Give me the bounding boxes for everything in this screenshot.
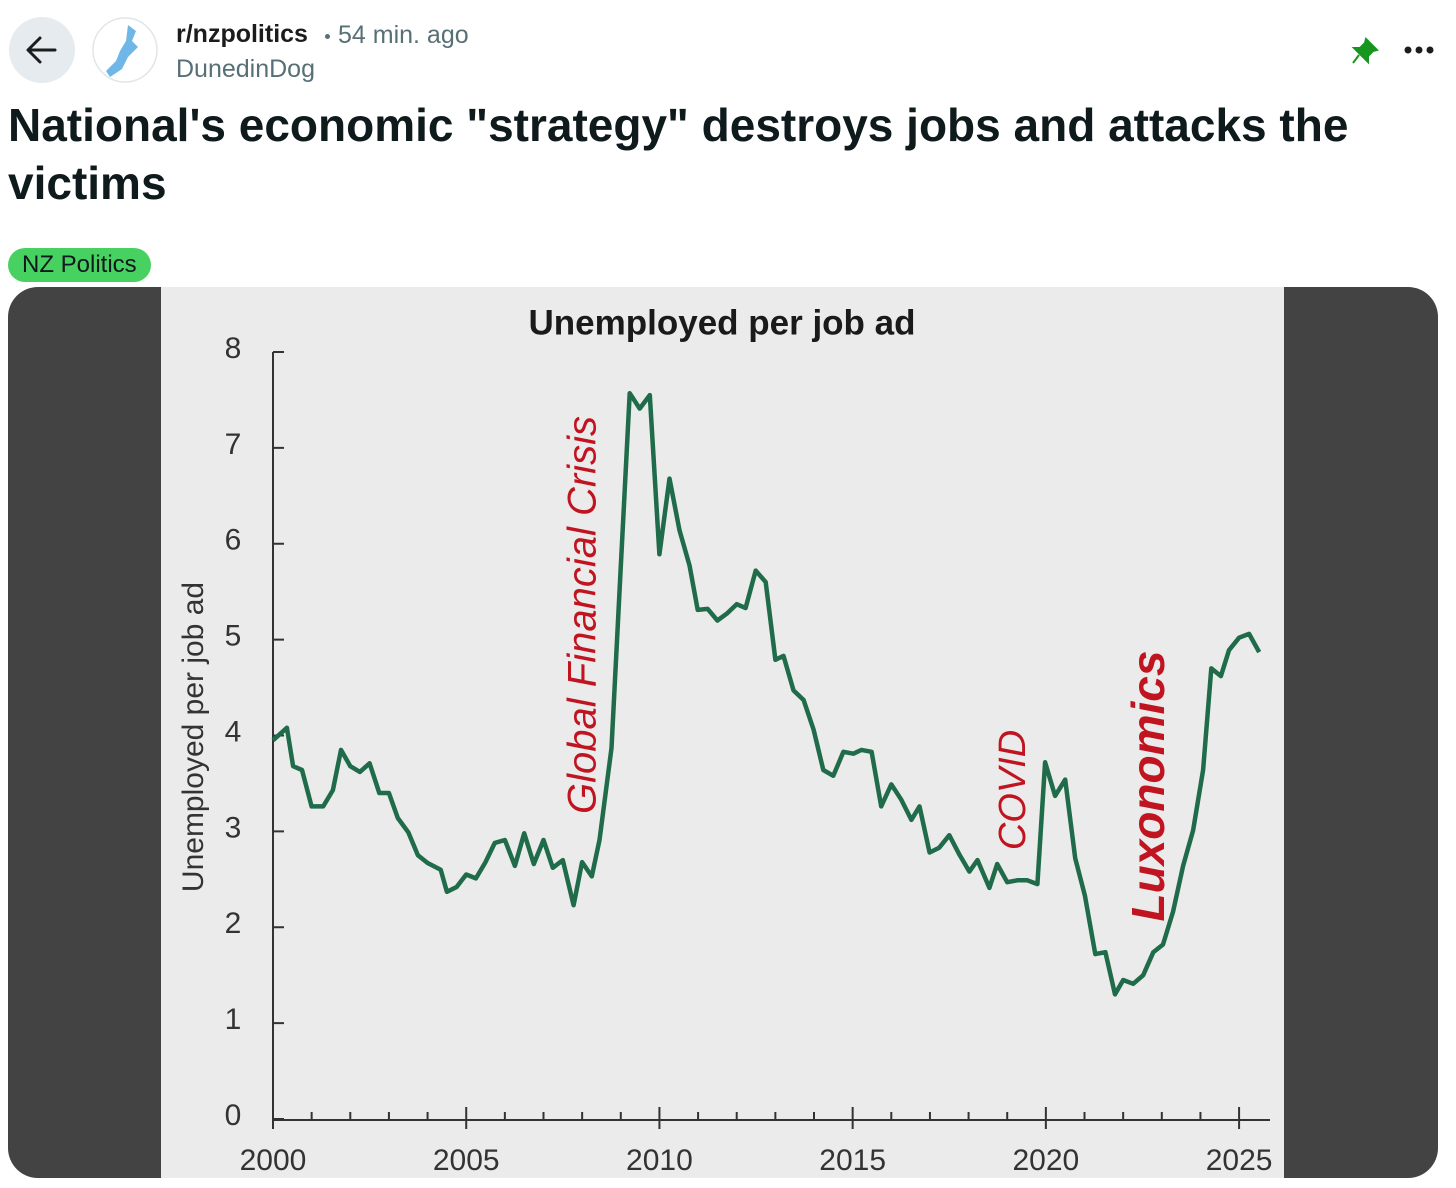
x-tick-label: 2015 <box>819 1144 886 1177</box>
y-tick-label: 7 <box>225 428 242 461</box>
y-tick-label: 5 <box>225 620 242 653</box>
y-axis-label: Unemployed per job ad <box>177 582 210 892</box>
subreddit-name[interactable]: r/nzpolitics <box>176 20 308 48</box>
x-tick-label: 2020 <box>1012 1144 1079 1177</box>
y-tick-label: 2 <box>225 907 242 940</box>
image-frame <box>8 287 1438 1178</box>
y-tick-label: 4 <box>225 715 242 748</box>
data-line <box>271 390 1262 997</box>
y-tick-label: 3 <box>225 811 242 844</box>
back-button[interactable] <box>9 17 75 83</box>
post-author[interactable]: DunedinDog <box>176 55 315 83</box>
post-time: 54 min. ago <box>325 21 469 50</box>
y-tick-label: 0 <box>225 1099 242 1132</box>
annotation: COVID <box>992 730 1034 850</box>
post-flair[interactable]: NZ Politics <box>8 248 151 282</box>
x-tick-label: 2025 <box>1206 1144 1273 1177</box>
annotation: Global Financial Crisis <box>561 416 605 814</box>
x-tick-label: 2010 <box>626 1144 693 1177</box>
post-title[interactable]: National's economic "strategy" destroys … <box>8 99 1349 209</box>
annotation: Luxonomics <box>1122 651 1174 922</box>
chart-background <box>161 287 1284 1178</box>
subreddit-avatar[interactable] <box>92 17 158 83</box>
x-tick-label: 2005 <box>433 1144 500 1177</box>
y-tick-label: 1 <box>225 1003 242 1036</box>
pin-icon <box>1351 37 1379 65</box>
chart-title: Unemployed per job ad <box>529 303 916 342</box>
more-menu[interactable] <box>1402 40 1436 60</box>
x-tick-label: 2000 <box>240 1144 307 1177</box>
y-tick-label: 6 <box>225 524 242 557</box>
y-tick-label: 8 <box>225 332 242 365</box>
